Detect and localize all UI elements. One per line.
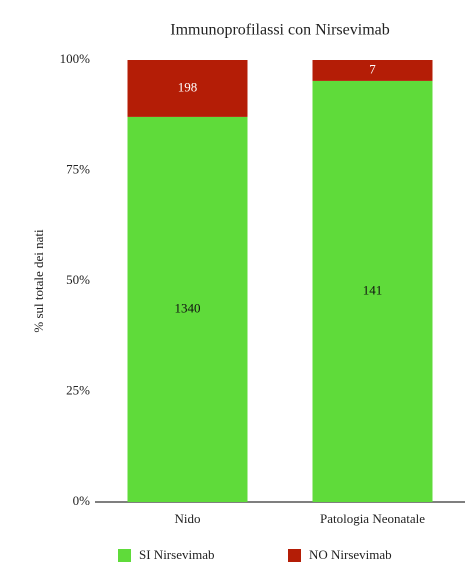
y-tick-label: 25% [66,382,90,397]
y-tick-label: 0% [73,493,91,508]
data-label: 141 [363,282,383,297]
data-label: 1340 [175,300,201,315]
data-label: 198 [178,79,198,94]
data-label: 7 [369,61,376,76]
y-tick-label: 50% [66,272,90,287]
x-tick-label: Patologia Neonatale [320,511,425,526]
legend-label: NO Nirsevimab [309,547,392,562]
bar-segment [127,116,248,503]
x-tick-label: Nido [175,511,201,526]
y-tick-label: 100% [60,51,91,66]
y-tick-label: 75% [66,161,90,176]
bar-segment [312,60,433,81]
bar-segment [127,60,248,117]
legend-label: SI Nirsevimab [139,547,214,562]
legend-swatch [118,549,131,562]
legend-swatch [288,549,301,562]
chart-title: Immunoprofilassi con Nirsevimab [170,22,390,39]
y-axis-label: % sul totale dei nati [31,229,46,333]
bar-segment [312,80,433,503]
